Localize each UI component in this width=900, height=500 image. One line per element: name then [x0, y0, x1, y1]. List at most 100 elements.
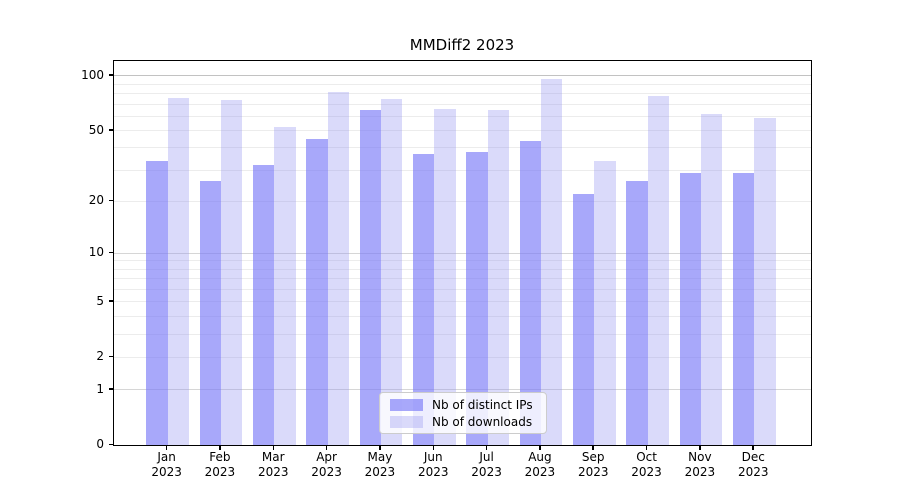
x-tick-year: 2023 — [577, 465, 609, 479]
x-tick-label: Mar 2023 — [243, 450, 303, 480]
legend-item-distinct-ips: Nb of distinct IPs — [380, 398, 546, 412]
x-tick-year: 2023 — [364, 465, 396, 479]
grid-line — [114, 147, 811, 149]
bar-may-downloads — [380, 98, 403, 445]
legend-label-downloads: Nb of downloads — [432, 414, 533, 429]
x-tick-year: 2023 — [257, 465, 289, 479]
grid-line — [114, 301, 811, 303]
x-tick-month: Oct — [636, 450, 657, 464]
grid-line — [114, 92, 811, 94]
legend-item-downloads: Nb of downloads — [380, 415, 546, 429]
y-tick-label: 2 — [96, 349, 104, 364]
legend-label-distinct-ips: Nb of distinct IPs — [432, 397, 533, 412]
bar-sep-distinct-ips — [572, 194, 595, 445]
bar-jul-downloads — [487, 109, 509, 445]
x-tick-month: Feb — [209, 450, 231, 464]
bar-jun-downloads — [434, 108, 456, 445]
x-tick-label: Aug 2023 — [510, 450, 570, 480]
bar-feb-distinct-ips — [199, 181, 221, 445]
grid-line — [114, 83, 811, 85]
x-tick-label: May 2023 — [350, 450, 410, 480]
grid-line — [114, 252, 811, 254]
x-tick-year: 2023 — [204, 465, 236, 479]
bar-jan-distinct-ips — [146, 160, 168, 445]
grid-line — [114, 268, 811, 270]
x-tick-mark — [325, 445, 328, 450]
grid-line — [114, 260, 811, 262]
bar-jun-distinct-ips — [412, 154, 435, 445]
x-tick-mark — [592, 445, 594, 450]
x-tick-month: Jan — [157, 450, 176, 464]
grid-line — [114, 356, 811, 358]
y-tick-label: 50 — [88, 122, 104, 137]
x-tick-mark — [645, 445, 648, 450]
x-tick-mark — [379, 445, 381, 450]
x-tick-label: Apr 2023 — [297, 450, 357, 480]
bar-dec-downloads — [754, 117, 776, 445]
x-tick-mark — [219, 445, 221, 450]
x-tick-mark — [539, 445, 541, 450]
bar-aug-distinct-ips — [519, 140, 541, 445]
x-tick-label: Sep 2023 — [563, 450, 623, 480]
plot-area — [113, 60, 812, 446]
x-tick-label: Oct 2023 — [617, 450, 677, 480]
y-tick-label: 0 — [96, 437, 104, 451]
x-tick-mark — [432, 445, 434, 450]
bar-feb-downloads — [220, 99, 243, 445]
bar-aug-downloads — [540, 79, 563, 445]
x-tick-label: Feb 2023 — [190, 450, 250, 480]
x-tick-month: Sep — [581, 450, 605, 464]
grid-line — [114, 315, 811, 317]
y-tick-label: 10 — [88, 245, 104, 260]
y-tick-mark — [109, 355, 113, 358]
x-tick-month: Nov — [688, 450, 712, 464]
chart-title: MMDiff2 2023 — [409, 36, 515, 54]
grid-line — [114, 75, 811, 77]
y-tick-mark — [109, 251, 113, 254]
y-tick-mark — [109, 74, 113, 76]
y-tick-mark — [109, 300, 113, 302]
x-tick-mark — [752, 445, 754, 450]
x-tick-month: Jul — [479, 450, 494, 464]
x-tick-mark — [272, 445, 274, 450]
grid-line — [114, 115, 811, 117]
bar-apr-downloads — [327, 91, 349, 445]
y-tick-mark — [109, 129, 113, 131]
bar-oct-distinct-ips — [626, 181, 648, 445]
x-tick-month: Mar — [261, 450, 285, 464]
y-tick-mark — [109, 388, 113, 390]
x-tick-year: 2023 — [684, 465, 716, 479]
x-tick-label: Jun 2023 — [403, 450, 463, 480]
x-tick-mark — [699, 445, 701, 450]
legend-swatch-distinct-ips-icon — [390, 398, 423, 411]
legend: Nb of distinct IPs Nb of downloads — [379, 392, 547, 434]
x-tick-month: Jun — [423, 450, 443, 464]
y-tick-mark — [109, 443, 113, 445]
x-tick-mark — [485, 445, 488, 450]
x-tick-mark — [165, 445, 168, 450]
bar-mar-downloads — [274, 127, 296, 445]
y-tick-label: 5 — [96, 293, 104, 308]
bar-dec-distinct-ips — [732, 172, 755, 445]
x-tick-month: Apr — [316, 450, 337, 464]
y-tick-label: 1 — [96, 381, 104, 396]
x-tick-label: Dec 2023 — [723, 450, 783, 480]
x-tick-month: May — [367, 450, 393, 464]
x-tick-year: 2023 — [524, 465, 556, 479]
bar-jul-distinct-ips — [466, 151, 488, 445]
bar-mar-distinct-ips — [252, 165, 275, 445]
x-tick-month: Aug — [528, 450, 552, 464]
y-tick-label: 20 — [88, 193, 104, 208]
bar-jan-downloads — [167, 97, 189, 445]
bar-apr-distinct-ips — [306, 138, 328, 445]
bar-may-distinct-ips — [359, 109, 381, 445]
x-tick-label: Jul 2023 — [457, 450, 517, 480]
grid-line — [114, 389, 811, 391]
x-tick-label: Jan 2023 — [137, 450, 197, 480]
bar-oct-downloads — [647, 95, 669, 445]
x-tick-year: 2023 — [631, 465, 662, 479]
legend-swatch-downloads-icon — [390, 415, 423, 428]
x-tick-year: 2023 — [417, 465, 449, 479]
bar-nov-downloads — [700, 113, 723, 445]
